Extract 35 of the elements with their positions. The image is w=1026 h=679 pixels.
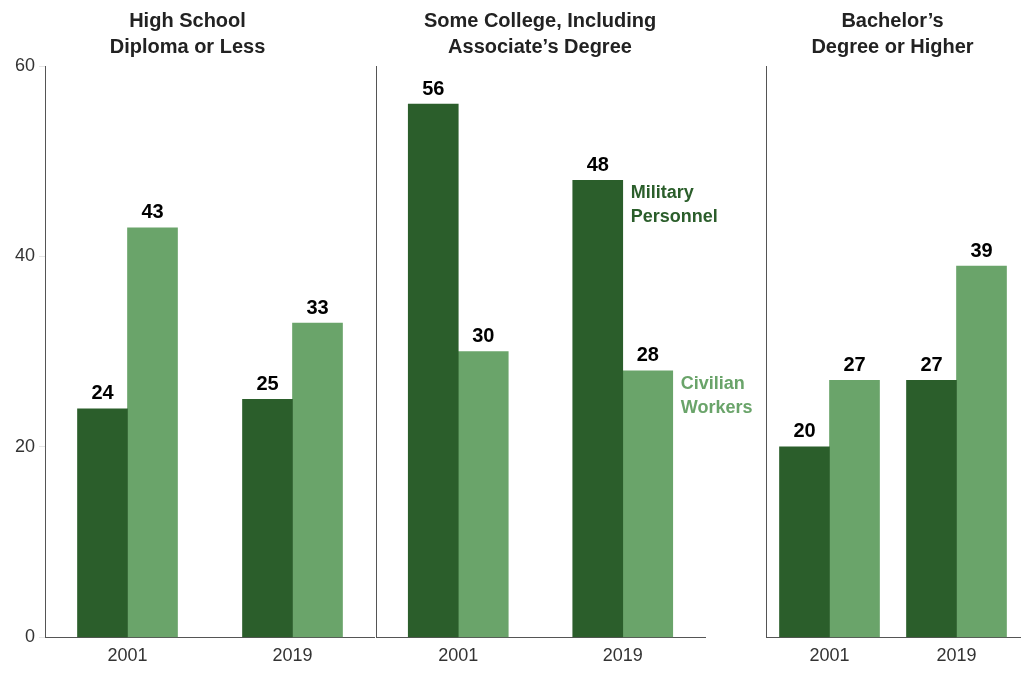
data-label: 43 bbox=[141, 200, 164, 223]
bar bbox=[457, 351, 509, 638]
x-tick-label: 2019 bbox=[936, 645, 977, 666]
bar bbox=[572, 179, 624, 638]
x-tick-label: 2001 bbox=[438, 645, 479, 666]
data-label: 56 bbox=[422, 76, 445, 99]
data-label: 30 bbox=[472, 324, 495, 347]
x-tick-label: 2001 bbox=[809, 645, 850, 666]
bar bbox=[127, 227, 178, 638]
data-label: 39 bbox=[970, 238, 993, 261]
chart-title: Bachelor’s Degree or Higher bbox=[811, 8, 974, 57]
x-tick-label: 2019 bbox=[272, 645, 313, 666]
data-label: 48 bbox=[586, 152, 609, 175]
x-tick-label: 2019 bbox=[602, 645, 643, 666]
y-tick-label: 0 bbox=[24, 626, 35, 647]
data-label: 33 bbox=[306, 295, 329, 318]
chart-title: High School Diploma or Less bbox=[109, 8, 266, 57]
series-label: Civilian Workers bbox=[680, 372, 753, 417]
bar bbox=[242, 398, 293, 638]
series-label: Military Personnel bbox=[630, 182, 718, 227]
data-label: 24 bbox=[91, 381, 115, 404]
data-label: 20 bbox=[793, 419, 816, 442]
data-label: 27 bbox=[843, 352, 866, 375]
x-tick-label: 2001 bbox=[107, 645, 148, 666]
bar bbox=[292, 322, 343, 638]
y-tick-label: 40 bbox=[14, 245, 35, 266]
bar bbox=[407, 103, 459, 638]
data-label: 25 bbox=[256, 371, 279, 394]
y-tick-label: 20 bbox=[14, 435, 35, 456]
bar bbox=[77, 408, 128, 638]
y-tick-label: 60 bbox=[14, 54, 35, 75]
bar bbox=[622, 370, 674, 638]
chart-title: Some College, Including Associate’s Degree bbox=[423, 8, 657, 57]
data-label: 28 bbox=[636, 343, 659, 366]
data-label: 27 bbox=[920, 352, 943, 375]
